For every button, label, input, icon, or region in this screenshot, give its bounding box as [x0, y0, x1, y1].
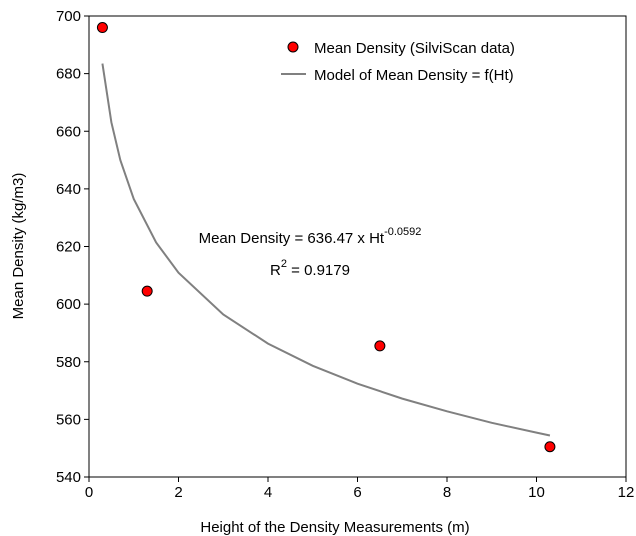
data-point [141, 285, 153, 297]
y-tick-label: 660 [56, 123, 81, 140]
annotation-text: R [270, 262, 281, 279]
legend-marker [287, 41, 299, 53]
annotation-text: Mean Density = 636.47 x Ht [199, 230, 385, 247]
y-tick-label: 700 [56, 8, 81, 25]
y-tick-label: 640 [56, 181, 81, 198]
y-tick-label: 620 [56, 239, 81, 256]
y-tick-label: 580 [56, 354, 81, 371]
legend-label: Model of Mean Density = f(Ht) [314, 67, 514, 84]
annotation-superscript: -0.0592 [384, 226, 421, 238]
x-tick-label: 2 [174, 484, 182, 501]
x-axis-label: Height of the Density Measurements (m) [200, 519, 469, 536]
data-point [96, 22, 108, 34]
legend-label: Mean Density (SilviScan data) [314, 40, 515, 57]
annotation-text: = 0.9179 [287, 262, 350, 279]
y-tick-label: 680 [56, 66, 81, 83]
y-tick-label: 540 [56, 469, 81, 486]
x-tick-label: 4 [264, 484, 272, 501]
annotation: Mean Density = 636.47 x Ht-0.0592 [199, 226, 422, 247]
model-line [101, 63, 551, 437]
y-tick-label: 600 [56, 296, 81, 313]
x-tick-label: 6 [353, 484, 361, 501]
x-tick-label: 12 [618, 484, 635, 501]
data-point [374, 340, 386, 352]
x-tick-label: 10 [528, 484, 545, 501]
x-tick-label: 8 [443, 484, 451, 501]
annotation-superscript: 2 [281, 258, 287, 270]
y-tick-label: 560 [56, 411, 81, 428]
x-tick-label: 0 [85, 484, 93, 501]
data-point [544, 441, 556, 453]
annotation: R2 = 0.9179 [270, 258, 350, 279]
y-axis-label: Mean Density (kg/m3) [10, 173, 27, 320]
